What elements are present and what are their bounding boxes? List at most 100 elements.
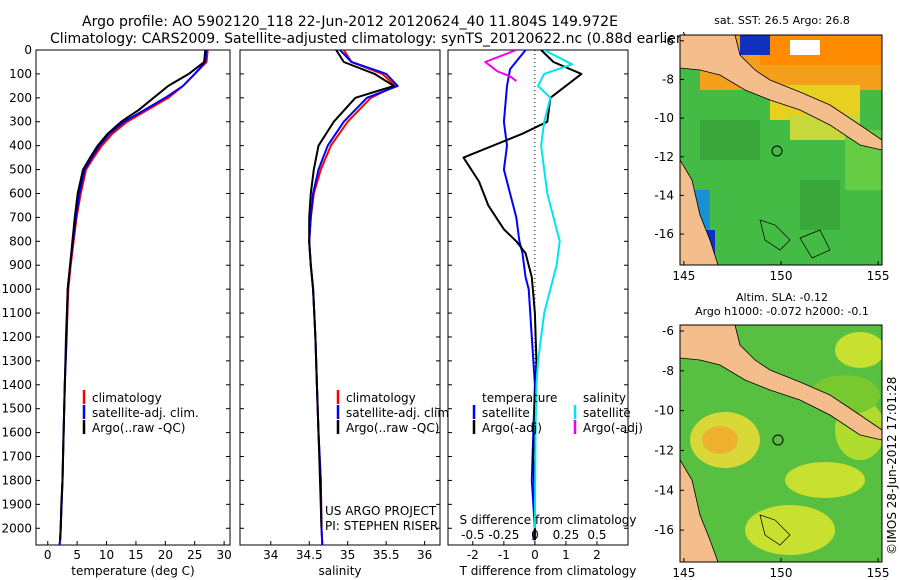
x-tick-label: 34.5 bbox=[296, 548, 323, 562]
imos-stamp: ©IMOS 28-Jun-2012 17:01:28 bbox=[885, 377, 899, 555]
y-tick-label: 700 bbox=[9, 210, 32, 224]
header-line-1: Argo profile: AO 5902120_118 22-Jun-2012… bbox=[82, 14, 618, 30]
sla-map-title-2: Argo h1000: -0.072 h2000: -0.1 bbox=[695, 305, 869, 318]
x-tick-label: -1 bbox=[498, 548, 510, 562]
sla-map-panel: Altim. SLA: -0.12 Argo h1000: -0.072 h20… bbox=[654, 291, 889, 580]
y-tick-label: 1800 bbox=[1, 473, 32, 487]
difference-panel: -2 -1 0 1 2 -0.5 -0.25 0 0.25 0.5 S difference f… bbox=[447, 49, 643, 578]
x-tick-label: 30 bbox=[216, 548, 231, 562]
pi-label: PI: STEPHEN RISER bbox=[325, 519, 438, 533]
lon-tick-label: 145 bbox=[672, 566, 695, 580]
lat-tick-label: -8 bbox=[662, 364, 674, 378]
lat-tick-label: -6 bbox=[662, 34, 674, 48]
x-tick-label: 35.5 bbox=[373, 548, 400, 562]
lat-tick-label: -10 bbox=[654, 111, 674, 125]
y-tick-label: 900 bbox=[9, 258, 32, 272]
difference-legend: temperature salinity satellite Argo(-adj… bbox=[472, 391, 643, 435]
y-tick-label: 1000 bbox=[1, 282, 32, 296]
sst-map-lon-ticks: 145 150 155 bbox=[672, 261, 890, 283]
y-tick-label: 1500 bbox=[1, 402, 32, 416]
lat-tick-label: -6 bbox=[662, 324, 674, 338]
lon-tick-label: 145 bbox=[672, 269, 695, 283]
t-difference-xlabel: T difference from climatology bbox=[459, 564, 637, 578]
x-tick-label: 0 bbox=[531, 548, 539, 562]
lat-tick-label: -12 bbox=[654, 150, 674, 164]
sla-map-title-1: Altim. SLA: -0.12 bbox=[736, 291, 828, 304]
x-tick-label: 25 bbox=[187, 548, 202, 562]
salinity-axes-frame bbox=[239, 49, 441, 546]
t-difference-axis-ticks: -2 -1 0 1 2 bbox=[467, 541, 601, 562]
y-tick-label: 600 bbox=[9, 186, 32, 200]
lon-tick-label: 155 bbox=[867, 566, 890, 580]
project-label: US ARGO PROJECT bbox=[325, 504, 437, 518]
s-difference-xlabel: S difference from climatology bbox=[460, 513, 637, 527]
legend-label-climatology: climatology bbox=[92, 391, 162, 405]
sla-map-lon-ticks: 145 150 155 bbox=[672, 558, 890, 580]
reef-contour bbox=[759, 514, 791, 546]
y-tick-label: 1100 bbox=[1, 306, 32, 320]
temperature-legend: climatology satellite-adj. clim. Argo(..… bbox=[82, 390, 199, 435]
y-tick-label: 1300 bbox=[1, 354, 32, 368]
legend-label-t-argo: Argo(-adj) bbox=[482, 421, 542, 435]
y-tick-label: 500 bbox=[9, 163, 32, 177]
lat-tick-label: -8 bbox=[662, 72, 674, 86]
x-tick-label: 35 bbox=[340, 548, 355, 562]
land-mass-australia bbox=[680, 159, 719, 265]
lat-tick-label: -16 bbox=[654, 227, 674, 241]
x-tick-label: 5 bbox=[73, 548, 81, 562]
y-tick-label: 1700 bbox=[1, 450, 32, 464]
series-line-s-argo-adj- bbox=[484, 50, 517, 82]
legend-label-t-satellite: satellite bbox=[482, 406, 530, 420]
y-tick-label: 400 bbox=[9, 139, 32, 153]
salinity-profile-lines bbox=[308, 50, 399, 545]
salinity-legend: climatology satellite-adj. clim. Argo(..… bbox=[336, 390, 453, 435]
reef-contour bbox=[759, 219, 791, 251]
sst-map-title: sat. SST: 26.5 Argo: 26.8 bbox=[714, 14, 850, 27]
temperature-panel: 0100200300400500600700800900100011001200… bbox=[1, 43, 231, 578]
land-mass-png bbox=[680, 35, 882, 151]
lon-tick-label: 155 bbox=[867, 269, 890, 283]
difference-depth-ticks bbox=[448, 49, 628, 529]
sst-map-lat-ticks: -6 -8 -10 -12 -14 -16 bbox=[654, 34, 684, 241]
difference-profile-lines bbox=[462, 50, 583, 541]
x-tick-label: 0 bbox=[44, 548, 52, 562]
lat-tick-label: -12 bbox=[654, 443, 674, 457]
x-tick-label: 10 bbox=[99, 548, 114, 562]
sla-map-lat-ticks: -6 -8 -10 -12 -14 -16 bbox=[654, 324, 684, 537]
lat-tick-label: -14 bbox=[654, 188, 674, 202]
lat-tick-label: -16 bbox=[654, 523, 674, 537]
reef-contour bbox=[799, 229, 831, 259]
lon-tick-label: 150 bbox=[770, 269, 793, 283]
y-tick-label: 2000 bbox=[1, 521, 32, 535]
y-tick-label: 300 bbox=[9, 115, 32, 129]
y-tick-label: 1400 bbox=[1, 378, 32, 392]
legend-title-salinity: salinity bbox=[583, 391, 626, 405]
argo-float-marker bbox=[772, 434, 784, 446]
lat-tick-label: -10 bbox=[654, 404, 674, 418]
salinity-panel: 34 34.5 35 35.5 36 salinity climatology sate… bbox=[239, 49, 453, 578]
x-tick-label: 1 bbox=[562, 548, 570, 562]
sst-map-panel: sat. SST: 26.5 Argo: 26.8 -6-8-10-12-14-… bbox=[654, 14, 889, 283]
argo-float-marker bbox=[771, 145, 783, 157]
land-mass-australia bbox=[680, 459, 719, 562]
legend-label-s-satellite: satellite bbox=[583, 406, 631, 420]
depth-axis-ticks: 0 100 200 300 400 500 600 700 800 900 1000 1100 1200… bbox=[1, 43, 230, 535]
s-diff-tick-label: -0.5 bbox=[461, 528, 484, 542]
s-diff-tick-label: 0.5 bbox=[587, 528, 606, 542]
lat-tick-label: -14 bbox=[654, 483, 674, 497]
salinity-depth-ticks bbox=[240, 49, 440, 529]
temperature-axis-ticks: 0 5 10 15 20 25 30 bbox=[44, 541, 232, 562]
header-line-2: Climatology: CARS2009. Satellite-adjuste… bbox=[50, 31, 687, 47]
x-tick-label: 20 bbox=[158, 548, 173, 562]
legend-label-satellite: satellite-adj. clim. bbox=[92, 406, 199, 420]
s-diff-tick-label: 0.25 bbox=[553, 528, 580, 542]
x-tick-label: 15 bbox=[128, 548, 143, 562]
legend-label-argo: Argo(..raw -QC) bbox=[346, 421, 439, 435]
legend-label-climatology: climatology bbox=[346, 391, 416, 405]
legend-label-argo: Argo(..raw -QC) bbox=[92, 421, 185, 435]
y-tick-label: 1200 bbox=[1, 330, 32, 344]
lon-tick-label: 150 bbox=[770, 566, 793, 580]
legend-label-s-argo: Argo(-adj) bbox=[583, 421, 643, 435]
x-tick-label: 34 bbox=[263, 548, 278, 562]
x-tick-label: 2 bbox=[593, 548, 601, 562]
